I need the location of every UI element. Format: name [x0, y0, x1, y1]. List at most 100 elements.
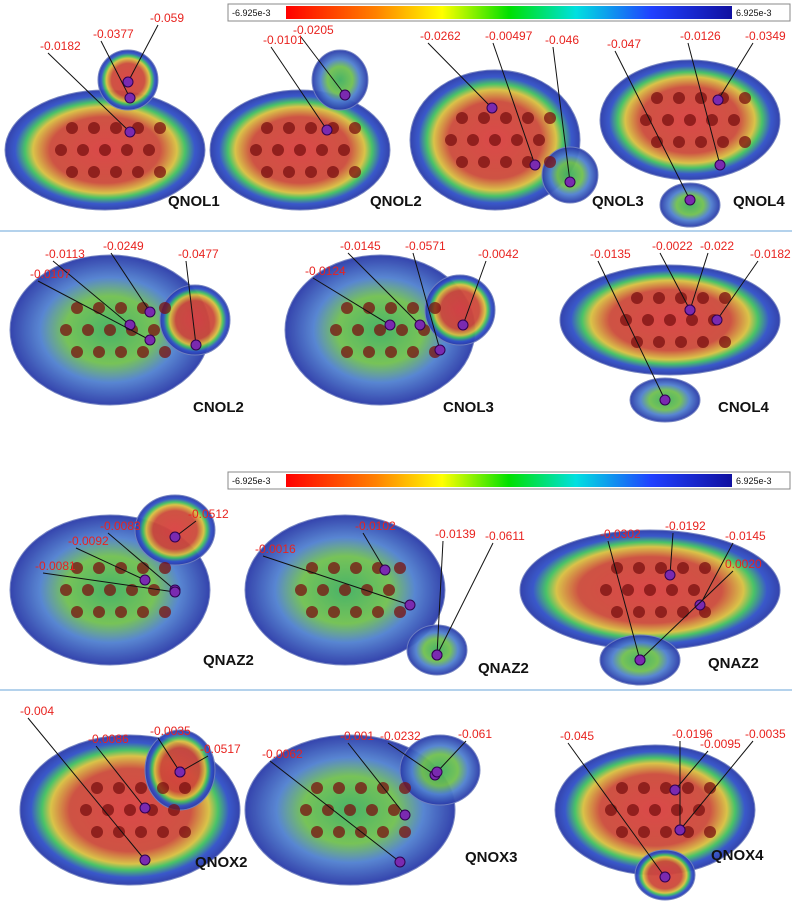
atom	[739, 136, 751, 148]
atom	[704, 826, 716, 838]
atom	[361, 584, 373, 596]
atom	[115, 346, 127, 358]
atom	[616, 826, 628, 838]
atom	[394, 606, 406, 618]
atom	[352, 324, 364, 336]
atom	[695, 136, 707, 148]
atom	[719, 336, 731, 348]
atom	[115, 302, 127, 314]
atom	[622, 584, 634, 596]
atom	[341, 302, 353, 314]
value-label: -0.0107	[30, 267, 71, 281]
atom	[429, 302, 441, 314]
molecule-panel: QNOX2 -0.004 -0.0035 -0.0517 -0.0086	[19, 704, 248, 886]
atom	[333, 826, 345, 838]
atom	[283, 122, 295, 134]
molecule-panel: QNAZ2 -0.0512 -0.0083-0.0092 -0.0081	[9, 494, 254, 669]
atom	[159, 562, 171, 574]
probe-point	[124, 319, 136, 331]
atom	[82, 584, 94, 596]
atom	[132, 166, 144, 178]
atom	[316, 144, 328, 156]
leader-line	[492, 42, 536, 166]
molecule-panel: QNOL2 -0.0205-0.0101	[209, 23, 422, 211]
atom	[338, 144, 350, 156]
atom	[126, 584, 138, 596]
atom	[666, 584, 678, 596]
colorbar	[286, 6, 732, 19]
value-label: -0.047	[607, 37, 641, 51]
panel-name: QNAZ2	[708, 655, 759, 672]
atom	[71, 302, 83, 314]
atom	[135, 826, 147, 838]
value-label: -0.0145	[725, 529, 766, 543]
atom	[328, 562, 340, 574]
value-label: -0.0042	[478, 247, 519, 261]
atom	[115, 562, 127, 574]
atom	[88, 122, 100, 134]
colorbar	[286, 474, 732, 487]
value-label: -0.0035	[150, 724, 191, 738]
probe-point	[174, 766, 186, 778]
value-label: -0.0205	[293, 23, 334, 37]
atom	[272, 144, 284, 156]
atom	[677, 606, 689, 618]
value-label: -0.0571	[405, 239, 446, 253]
atom	[651, 92, 663, 104]
atom	[154, 166, 166, 178]
molecule-panel: QNAZ2 -0.0102 -0.0139 -0.0611 -0.0016	[244, 514, 529, 677]
leader-line	[597, 260, 666, 401]
atom	[385, 302, 397, 314]
leader-line	[100, 40, 131, 99]
value-label: -0.0512	[188, 507, 229, 521]
atom	[88, 166, 100, 178]
probe-point	[124, 92, 136, 104]
atom	[697, 292, 709, 304]
atom	[157, 826, 169, 838]
atom	[653, 292, 665, 304]
atom	[728, 114, 740, 126]
leader-line	[717, 42, 754, 101]
probe-point	[379, 564, 391, 576]
atom	[104, 584, 116, 596]
atom	[60, 324, 72, 336]
probe-point	[321, 124, 333, 136]
atom	[642, 314, 654, 326]
probe-point	[712, 94, 724, 106]
atom	[385, 346, 397, 358]
atom	[456, 156, 468, 168]
atom	[305, 166, 317, 178]
atom	[157, 782, 169, 794]
leader-line	[107, 532, 176, 591]
molecule-panel: QNOX4 -0.0196-0.0095 -0.0035 -0.045	[554, 727, 786, 901]
probe-point	[139, 574, 151, 586]
leader-line	[614, 50, 691, 201]
panel-name: QNOX4	[711, 847, 764, 864]
atom	[660, 826, 672, 838]
probe-point	[674, 824, 686, 836]
atom	[261, 166, 273, 178]
atom	[341, 346, 353, 358]
atom	[544, 112, 556, 124]
leader-line	[47, 52, 131, 133]
atom	[675, 336, 687, 348]
value-label: -0.0139	[435, 527, 476, 541]
panel-name: QNOX3	[465, 849, 518, 866]
atom	[388, 804, 400, 816]
atom	[686, 314, 698, 326]
atom	[600, 584, 612, 596]
probe-point	[404, 599, 416, 611]
atom	[333, 782, 345, 794]
atom	[638, 826, 650, 838]
atom	[71, 346, 83, 358]
atom	[394, 562, 406, 574]
atom	[317, 584, 329, 596]
value-label: -0.0249	[103, 239, 144, 253]
atom	[82, 324, 94, 336]
colorbar-min: -6.925e-3	[232, 8, 271, 18]
atom	[104, 324, 116, 336]
atom	[396, 324, 408, 336]
atom	[250, 144, 262, 156]
probe-point	[122, 76, 134, 88]
atom	[372, 606, 384, 618]
